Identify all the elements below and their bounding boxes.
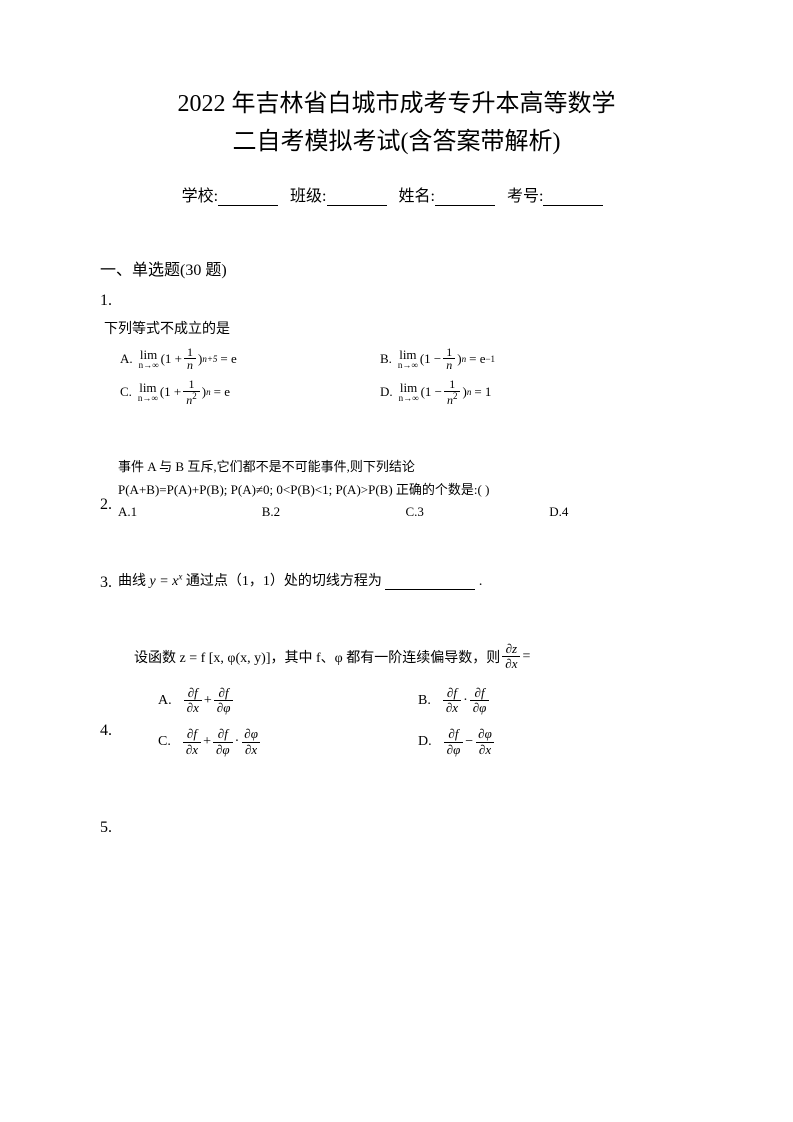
q2-body: 事件 A 与 B 互斥,它们都不是不可能事件,则下列结论 P(A+B)=P(A)… bbox=[118, 456, 693, 520]
opt-label-d: D. bbox=[418, 734, 432, 750]
q1-num: 1. bbox=[100, 292, 693, 310]
df-dx: ∂f ∂x bbox=[183, 727, 201, 757]
section-title: 一、单选题(30 题) bbox=[100, 256, 693, 280]
df-dx: ∂f ∂x bbox=[443, 686, 461, 716]
q3-sup: x bbox=[178, 572, 182, 582]
eq: = e bbox=[469, 351, 485, 367]
q5-num: 5. bbox=[100, 819, 693, 837]
blank-school bbox=[218, 190, 278, 206]
question-3: 3. 曲线 y = xx 通过点（1，1）处的切线方程为 . bbox=[100, 570, 693, 592]
q3-body: 曲线 y = xx 通过点（1，1）处的切线方程为 . bbox=[118, 570, 482, 590]
q4-opt-d: D. ∂f ∂φ − ∂φ ∂x bbox=[418, 727, 678, 757]
dot: · bbox=[463, 693, 468, 709]
partial-z-x: ∂z ∂x bbox=[502, 642, 520, 672]
q3-yx: y = x bbox=[150, 574, 179, 589]
opt-label-b: B. bbox=[418, 693, 431, 709]
label-name: 姓名: bbox=[399, 188, 435, 205]
label-id: 考号: bbox=[507, 188, 543, 205]
limit-icon: lim n→∞ bbox=[398, 348, 418, 370]
title-line-1: 2022 年吉林省白城市成考专升本高等数学 bbox=[100, 85, 693, 123]
q3-pre: 曲线 bbox=[118, 574, 150, 589]
q4-stem-pre: 设函数 z = f [x, φ(x, y)]，其中 f、φ 都有一阶连续偏导数，… bbox=[134, 647, 500, 667]
limit-icon: lim n→∞ bbox=[139, 348, 159, 370]
q4-opt-b: B. ∂f ∂x · ∂f ∂φ bbox=[418, 686, 678, 716]
q1-opt-c: C. lim n→∞ (1 + 1 n2 )n = e bbox=[120, 378, 380, 406]
q4-row-2: C. ∂f ∂x + ∂f ∂φ · ∂φ ∂x D. ∂ bbox=[158, 727, 693, 757]
open-paren: (1 − bbox=[421, 384, 442, 400]
opt-label-a: A. bbox=[120, 351, 133, 367]
q3-end: . bbox=[479, 574, 483, 589]
q1-opt-d: D. lim n→∞ (1 − 1 n2 )n = 1 bbox=[380, 378, 640, 406]
fraction: 1 n bbox=[184, 346, 196, 372]
q2-num: 2. bbox=[100, 496, 112, 514]
df-dphi: ∂f ∂φ bbox=[214, 686, 234, 716]
dphi-dx: ∂φ ∂x bbox=[475, 727, 495, 757]
open-paren: (1 + bbox=[161, 351, 182, 367]
q2-opt-d: D.4 bbox=[549, 504, 693, 520]
question-1: 1. 下列等式不成立的是 A. lim n→∞ (1 + 1 n )n+5 = … bbox=[100, 292, 693, 406]
q4-num: 4. bbox=[100, 722, 112, 740]
question-2: 2. 事件 A 与 B 互斥,它们都不是不可能事件,则下列结论 P(A+B)=P… bbox=[100, 456, 693, 520]
q4-stem-post: = bbox=[522, 649, 530, 665]
q2-formula: P(A+B)=P(A)+P(B); P(A)≠0; 0<P(B)<1; P(A)… bbox=[118, 479, 693, 498]
fraction: 1 n bbox=[443, 346, 455, 372]
q4-opt-c: C. ∂f ∂x + ∂f ∂φ · ∂φ ∂x bbox=[158, 727, 418, 757]
minus: − bbox=[465, 734, 473, 750]
blank-class bbox=[327, 190, 387, 206]
fraction: 1 n2 bbox=[183, 378, 200, 406]
q2-stem: 事件 A 与 B 互斥,它们都不是不可能事件,则下列结论 bbox=[118, 456, 693, 475]
limit-icon: lim n→∞ bbox=[138, 381, 158, 403]
q1-row-1: A. lim n→∞ (1 + 1 n )n+5 = e B. lim n→∞ … bbox=[120, 346, 693, 372]
q3-num: 3. bbox=[100, 574, 112, 592]
q1-stem: 下列等式不成立的是 bbox=[104, 318, 693, 338]
q4-row-1: A. ∂f ∂x + ∂f ∂φ B. ∂f ∂x · ∂ bbox=[158, 686, 693, 716]
blank-id bbox=[543, 190, 603, 206]
dot: · bbox=[235, 734, 240, 750]
df-dphi: ∂f ∂φ bbox=[444, 727, 464, 757]
eq: = e bbox=[220, 351, 236, 367]
opt-label-b: B. bbox=[380, 351, 392, 367]
q4-stem: 设函数 z = f [x, φ(x, y)]，其中 f、φ 都有一阶连续偏导数，… bbox=[134, 642, 693, 672]
label-school: 学校: bbox=[182, 188, 218, 205]
fraction: 1 n2 bbox=[444, 378, 461, 406]
form-line: 学校: 班级: 姓名: 考号: bbox=[100, 182, 693, 206]
q1-opt-b: B. lim n→∞ (1 − 1 n )n = e−1 bbox=[380, 346, 640, 372]
q4-body: 设函数 z = f [x, φ(x, y)]，其中 f、φ 都有一阶连续偏导数，… bbox=[118, 642, 693, 769]
df-dx: ∂f ∂x bbox=[184, 686, 202, 716]
df-dphi: ∂f ∂φ bbox=[470, 686, 490, 716]
limit-icon: lim n→∞ bbox=[399, 381, 419, 403]
q2-opt-c: C.3 bbox=[406, 504, 550, 520]
opt-label-d: D. bbox=[380, 384, 393, 400]
opt-label-c: C. bbox=[158, 734, 171, 750]
plus: + bbox=[203, 734, 211, 750]
df-dphi: ∂f ∂φ bbox=[213, 727, 233, 757]
q2-opt-b: B.2 bbox=[262, 504, 406, 520]
dphi-dx: ∂φ ∂x bbox=[241, 727, 261, 757]
open-paren: (1 + bbox=[160, 384, 181, 400]
question-4: 4. 设函数 z = f [x, φ(x, y)]，其中 f、φ 都有一阶连续偏… bbox=[100, 642, 693, 769]
page-title: 2022 年吉林省白城市成考专升本高等数学 二自考模拟考试(含答案带解析) bbox=[100, 85, 693, 162]
q1-row-2: C. lim n→∞ (1 + 1 n2 )n = e D. lim n→∞ (… bbox=[120, 378, 693, 406]
plus: + bbox=[204, 693, 212, 709]
q3-mid: 通过点（1，1）处的切线方程为 bbox=[186, 574, 382, 589]
q4-opt-a: A. ∂f ∂x + ∂f ∂φ bbox=[158, 686, 418, 716]
title-line-2: 二自考模拟考试(含答案带解析) bbox=[100, 123, 693, 161]
q1-opt-a: A. lim n→∞ (1 + 1 n )n+5 = e bbox=[120, 346, 380, 372]
opt-label-c: C. bbox=[120, 384, 132, 400]
q2-opt-a: A.1 bbox=[118, 504, 262, 520]
eq: = e bbox=[214, 384, 230, 400]
label-class: 班级: bbox=[290, 188, 326, 205]
open-paren: (1 − bbox=[420, 351, 441, 367]
eq: = 1 bbox=[474, 384, 491, 400]
q2-options: A.1 B.2 C.3 D.4 bbox=[118, 504, 693, 520]
opt-label-a: A. bbox=[158, 693, 172, 709]
fill-blank bbox=[385, 576, 475, 590]
blank-name bbox=[435, 190, 495, 206]
